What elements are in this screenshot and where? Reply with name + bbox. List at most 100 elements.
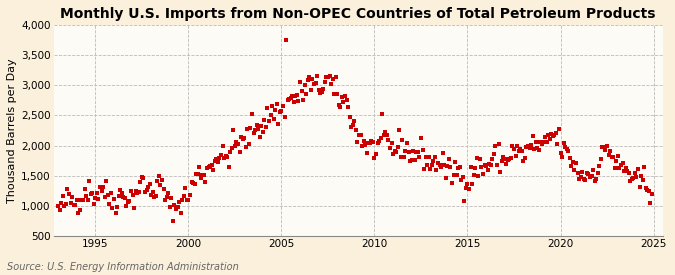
Point: [130, 189, 141, 194]
Point: [465, 165, 476, 169]
Point: [151, 194, 161, 198]
Point: [377, 112, 387, 117]
Point: [219, 155, 230, 160]
Title: Monthly U.S. Imports from Non-OPEC Countries of Total Petroleum Products: Monthly U.S. Imports from Non-OPEC Count…: [61, 7, 656, 21]
Point: [487, 157, 497, 161]
Point: [414, 154, 425, 159]
Point: [214, 156, 225, 160]
Point: [623, 171, 634, 175]
Point: [257, 130, 268, 134]
Point: [544, 137, 555, 142]
Point: [194, 165, 205, 169]
Point: [155, 182, 166, 187]
Point: [385, 146, 396, 151]
Point: [323, 75, 333, 79]
Point: [394, 128, 405, 133]
Point: [70, 203, 80, 208]
Point: [99, 195, 110, 199]
Point: [188, 180, 198, 185]
Point: [226, 146, 237, 150]
Point: [355, 133, 366, 138]
Point: [433, 161, 443, 166]
Point: [360, 142, 371, 147]
Point: [282, 98, 293, 102]
Point: [251, 123, 262, 127]
Point: [271, 101, 282, 106]
Point: [220, 154, 231, 159]
Point: [158, 186, 169, 191]
Point: [557, 155, 568, 160]
Point: [98, 185, 109, 189]
Point: [115, 188, 126, 192]
Point: [605, 149, 616, 154]
Point: [595, 157, 606, 161]
Point: [184, 193, 195, 197]
Point: [593, 170, 603, 175]
Point: [54, 208, 65, 212]
Point: [429, 155, 440, 159]
Point: [207, 163, 217, 167]
Point: [478, 172, 489, 177]
Point: [293, 99, 304, 103]
Point: [642, 188, 653, 192]
Point: [273, 122, 284, 126]
Point: [307, 77, 318, 81]
Point: [560, 145, 570, 149]
Point: [234, 150, 245, 154]
Point: [321, 75, 332, 79]
Point: [330, 75, 341, 79]
Point: [325, 82, 336, 87]
Point: [531, 140, 541, 144]
Point: [493, 141, 504, 146]
Point: [198, 173, 209, 177]
Point: [568, 160, 578, 164]
Point: [254, 134, 265, 139]
Point: [356, 143, 367, 148]
Point: [562, 147, 572, 152]
Point: [152, 178, 163, 183]
Point: [337, 95, 348, 99]
Point: [569, 168, 580, 172]
Point: [425, 167, 435, 172]
Point: [63, 192, 74, 196]
Point: [566, 163, 576, 168]
Point: [418, 167, 429, 171]
Point: [340, 94, 350, 99]
Point: [476, 165, 487, 170]
Point: [608, 155, 619, 159]
Point: [585, 175, 595, 179]
Point: [512, 144, 522, 148]
Point: [335, 105, 346, 109]
Point: [423, 155, 434, 160]
Point: [558, 141, 569, 145]
Point: [177, 198, 188, 203]
Point: [332, 92, 343, 96]
Point: [233, 142, 244, 146]
Point: [281, 38, 292, 42]
Point: [456, 178, 466, 182]
Point: [620, 166, 631, 170]
Point: [466, 182, 477, 187]
Point: [228, 128, 239, 132]
Point: [90, 196, 101, 200]
Point: [240, 145, 251, 149]
Point: [129, 205, 140, 210]
Point: [182, 198, 192, 202]
Point: [437, 151, 448, 155]
Point: [138, 176, 149, 181]
Point: [379, 133, 389, 137]
Point: [386, 141, 397, 145]
Point: [614, 166, 625, 170]
Point: [564, 155, 575, 160]
Point: [495, 170, 506, 174]
Point: [192, 172, 203, 177]
Point: [396, 155, 406, 160]
Point: [369, 156, 380, 161]
Point: [173, 199, 184, 204]
Point: [526, 143, 537, 147]
Point: [475, 157, 485, 161]
Point: [160, 197, 171, 202]
Point: [275, 110, 286, 114]
Point: [140, 189, 151, 194]
Point: [617, 161, 628, 165]
